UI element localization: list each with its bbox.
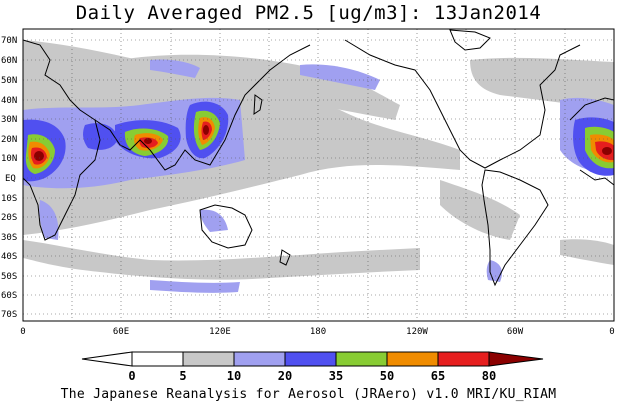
map-area (22, 28, 615, 322)
colorbar-label: 80 (482, 369, 496, 383)
pm25-band-80-plus (34, 125, 612, 161)
colorbar-segment-10-20 (233, 351, 286, 367)
lat-label: 20S (1, 213, 17, 223)
colorbar: 0 5 10 20 35 50 65 80 (81, 351, 544, 383)
colorbar-label: 65 (431, 369, 445, 383)
lat-label: 40S (1, 252, 17, 262)
lat-label: 30S (1, 233, 17, 243)
lat-label: 10N (1, 154, 17, 164)
lat-label: EQ (5, 174, 16, 184)
lat-label: 40N (1, 96, 17, 106)
lat-label: 60S (1, 291, 17, 301)
longitude-labels: 0 60E 120E 180 120W 60W 0 (20, 327, 614, 337)
lat-label: 70S (1, 310, 17, 320)
lon-label: 0 (609, 327, 614, 337)
colorbar-segment-80-plus (488, 351, 544, 367)
colorbar-segment-0-5-box (131, 351, 184, 367)
latitude-labels: 70N 60N 50N 40N 30N 20N 10N EQ 10S 20S 3… (1, 36, 17, 320)
lon-label: 60E (113, 327, 129, 337)
lat-label: 50S (1, 272, 17, 282)
colorbar-label: 0 (128, 369, 135, 383)
colorbar-segment-35-50 (335, 351, 388, 367)
colorbar-label: 50 (380, 369, 394, 383)
map-title: Daily Averaged PM2.5 [ug/m3]: 13Jan2014 (75, 2, 542, 24)
colorbar-segment-5-10 (182, 351, 235, 367)
colorbar-label: 20 (278, 369, 292, 383)
lat-label: 60N (1, 56, 17, 66)
lon-label: 60W (507, 327, 524, 337)
colorbar-segment-20-35 (284, 351, 337, 367)
colorbar-segment-0-5 (81, 351, 133, 367)
lon-label: 120E (209, 327, 231, 337)
footer-credit: The Japanese Reanalysis for Aerosol (JRA… (60, 387, 557, 402)
colorbar-segment-50-65 (386, 351, 439, 367)
lat-label: 20N (1, 135, 17, 145)
lat-label: 30N (1, 115, 17, 125)
colorbar-label: 35 (329, 369, 343, 383)
lat-label: 70N (1, 36, 17, 46)
grid-lines (23, 29, 614, 321)
coastlines (22, 29, 615, 287)
lon-label: 0 (20, 327, 25, 337)
lat-label: 50N (1, 76, 17, 86)
lon-label: 180 (310, 327, 326, 337)
colorbar-label: 10 (227, 369, 241, 383)
map-frame (22, 28, 615, 322)
colorbar-segment-65-80 (437, 351, 490, 367)
colorbar-label: 5 (179, 369, 186, 383)
lat-label: 10S (1, 194, 17, 204)
lon-label: 120W (406, 327, 428, 337)
